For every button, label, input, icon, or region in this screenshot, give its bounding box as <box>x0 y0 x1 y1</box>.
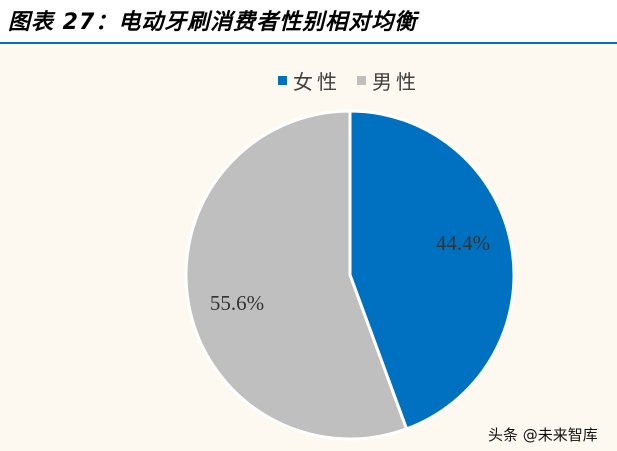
legend-item-female: 女性 <box>278 66 341 95</box>
legend-swatch-female <box>278 76 287 85</box>
watermark-text: 头条 @未来智库 <box>488 426 598 444</box>
chart-title: 图表 27：电动牙刷消费者性别相对均衡 <box>8 10 418 35</box>
pie-slice-male <box>184 109 409 441</box>
chart-legend: 女性 男性 <box>278 66 436 95</box>
title-divider <box>0 42 617 44</box>
data-label-female: 44.4% <box>436 231 490 255</box>
legend-swatch-male <box>357 76 366 85</box>
pie-slice-female <box>348 109 516 431</box>
data-label-male: 55.6% <box>210 291 264 315</box>
legend-label-female: 女性 <box>293 70 341 94</box>
legend-label-male: 男性 <box>372 70 420 94</box>
legend-item-male: 男性 <box>357 66 420 95</box>
title-bar: 图表 27：电动牙刷消费者性别相对均衡 <box>0 0 617 42</box>
